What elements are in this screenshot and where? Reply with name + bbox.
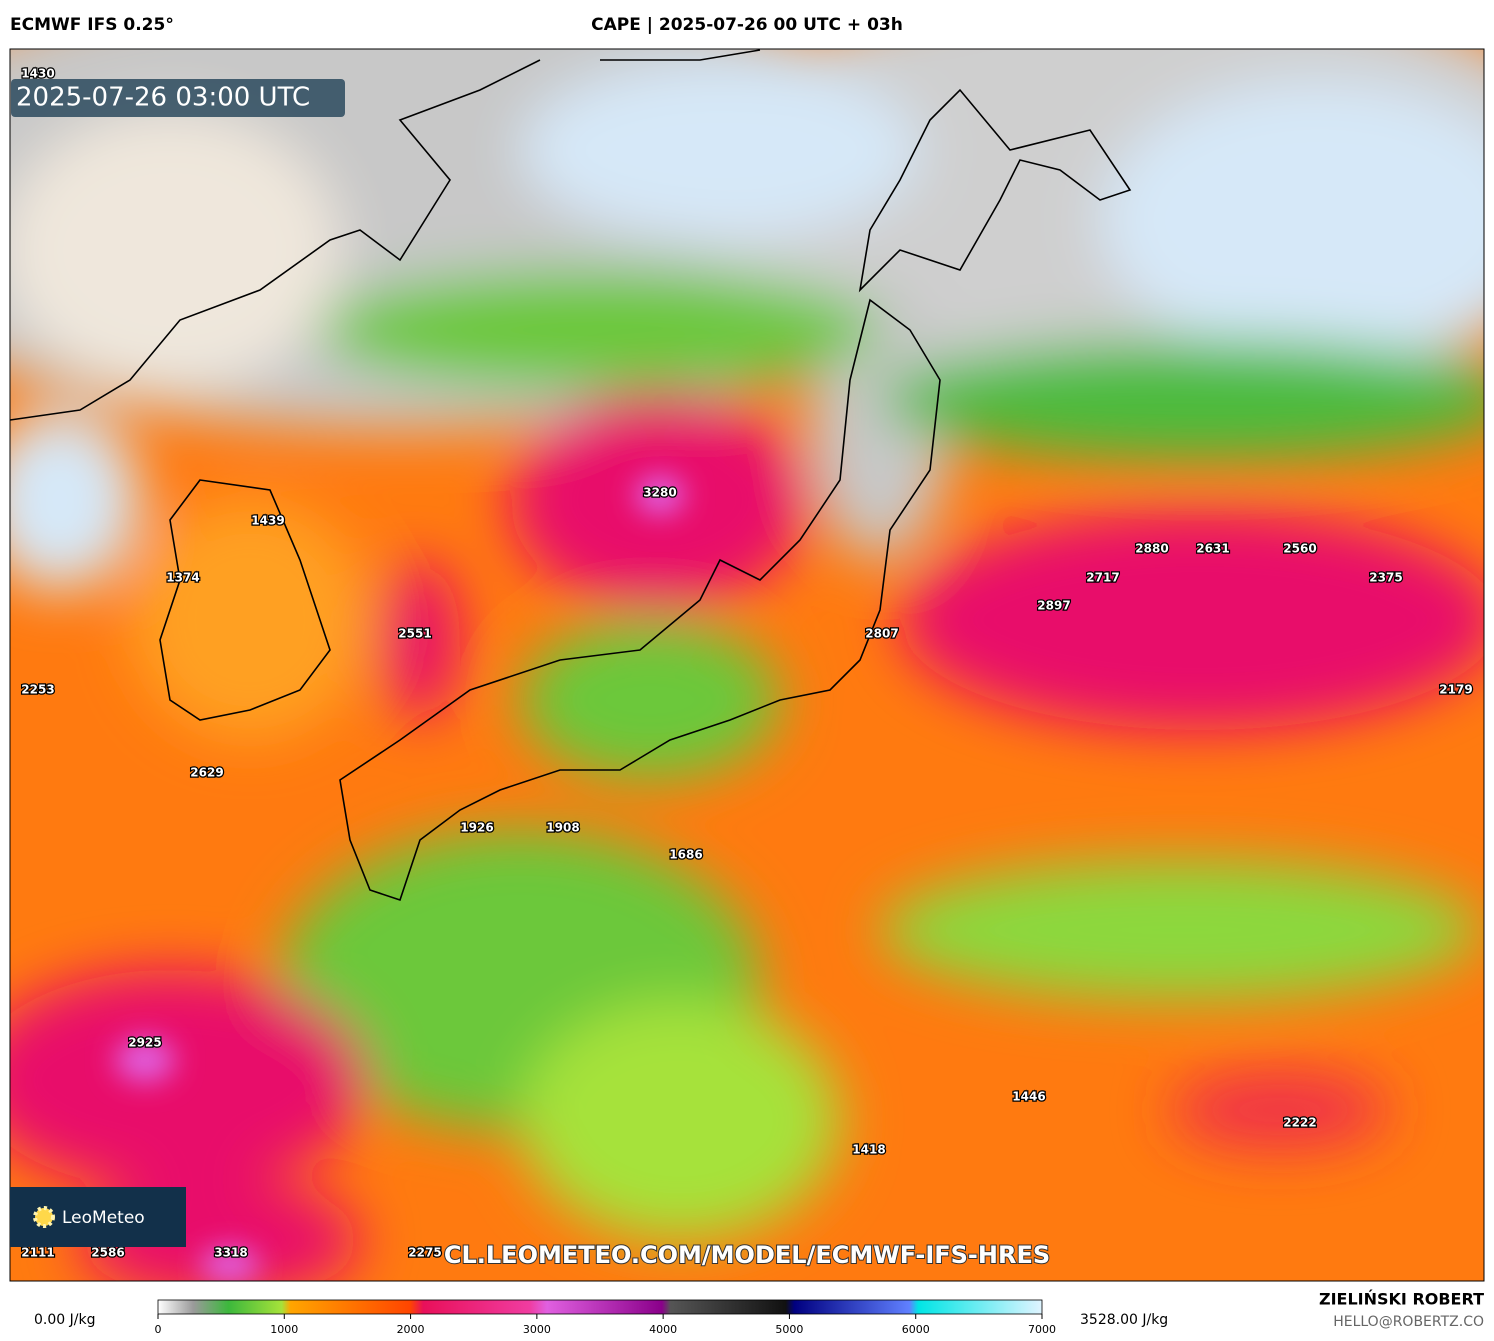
- map-value-label: 2631: [1196, 542, 1229, 556]
- map-value-label: 2551: [398, 627, 431, 641]
- map-value-label: 1686: [669, 848, 702, 862]
- map-value-label: 2179: [1439, 683, 1472, 697]
- coastline: [858, 88, 1132, 293]
- map-labels: 1430 3280 1439 1374 2551 2253 2629 2880 2631 2560…: [20, 65, 1474, 1261]
- coastline: [159, 479, 331, 721]
- colorbar-tick-label: 3000: [523, 1323, 551, 1336]
- map-value-label: 2275: [408, 1246, 441, 1260]
- logo-sun: [33, 1206, 55, 1228]
- map-value-label: 2222: [1283, 1116, 1316, 1130]
- map-value-label: 1418: [852, 1143, 885, 1157]
- colorbar-tick-label: 4000: [649, 1323, 677, 1336]
- colorbar-tick-label: 5000: [775, 1323, 803, 1336]
- map-value-label: 1439: [251, 514, 284, 528]
- colorbar-tick-label: 0: [155, 1323, 162, 1336]
- map-value-label: 2560: [1283, 542, 1316, 556]
- map-value-label: 2586: [91, 1246, 124, 1260]
- colorbar-max-label: 3528.00 J/kg: [1080, 1312, 1168, 1328]
- map-value-label: 2897: [1037, 599, 1070, 613]
- colorbar-ticks: 0 1000 2000 3000 4000 5000 6000 7000: [155, 1314, 1056, 1336]
- colorbar-tick-label: 2000: [397, 1323, 425, 1336]
- map-value-label: 1908: [546, 821, 579, 835]
- map-value-label: 2253: [21, 683, 54, 697]
- map-value-label: 2880: [1135, 542, 1168, 556]
- logo-text: LeoMeteo: [62, 1208, 145, 1228]
- coastline: [339, 298, 941, 902]
- credit-email: HELLO@ROBERTZ.CO: [1333, 1314, 1484, 1330]
- map-value-label: 3280: [643, 486, 676, 500]
- watermark: CL.LEOMETEO.COM/MODEL/ECMWF-IFS-HRES: [444, 1241, 1050, 1269]
- colorbar-tick-label: 6000: [902, 1323, 930, 1336]
- map-value-label: 2717: [1086, 571, 1119, 585]
- map-value-label: 1926: [460, 821, 493, 835]
- coastline: [10, 49, 761, 421]
- map-value-label: 2375: [1369, 571, 1402, 585]
- colorbar-tick-label: 7000: [1028, 1323, 1056, 1336]
- colorbar-min-label: 0.00 J/kg: [34, 1312, 95, 1328]
- colorbar: [157, 1299, 1043, 1315]
- map-frame: [9, 48, 1485, 1282]
- map-value-label: 2111: [21, 1246, 54, 1260]
- timestamp-box: [11, 79, 345, 117]
- model-name: ECMWF IFS 0.25°: [10, 15, 174, 35]
- map-value-label: 1430: [21, 67, 54, 81]
- map-value-label: 1446: [1012, 1090, 1045, 1104]
- timestamp: 2025-07-26 03:00 UTC: [16, 83, 310, 113]
- map-value-label: 3318: [214, 1246, 247, 1260]
- map-value-label: 2807: [865, 627, 898, 641]
- map: [10, 49, 1484, 1281]
- map-value-label: 2629: [190, 766, 223, 780]
- map-title: CAPE | 2025-07-26 00 UTC + 03h: [591, 15, 903, 35]
- credit-name: ZIELIŃSKI ROBERT: [1319, 1290, 1484, 1309]
- map-value-label: 1374: [166, 571, 199, 585]
- map-value-label: 2925: [128, 1036, 161, 1050]
- colorbar-tick-label: 1000: [270, 1323, 298, 1336]
